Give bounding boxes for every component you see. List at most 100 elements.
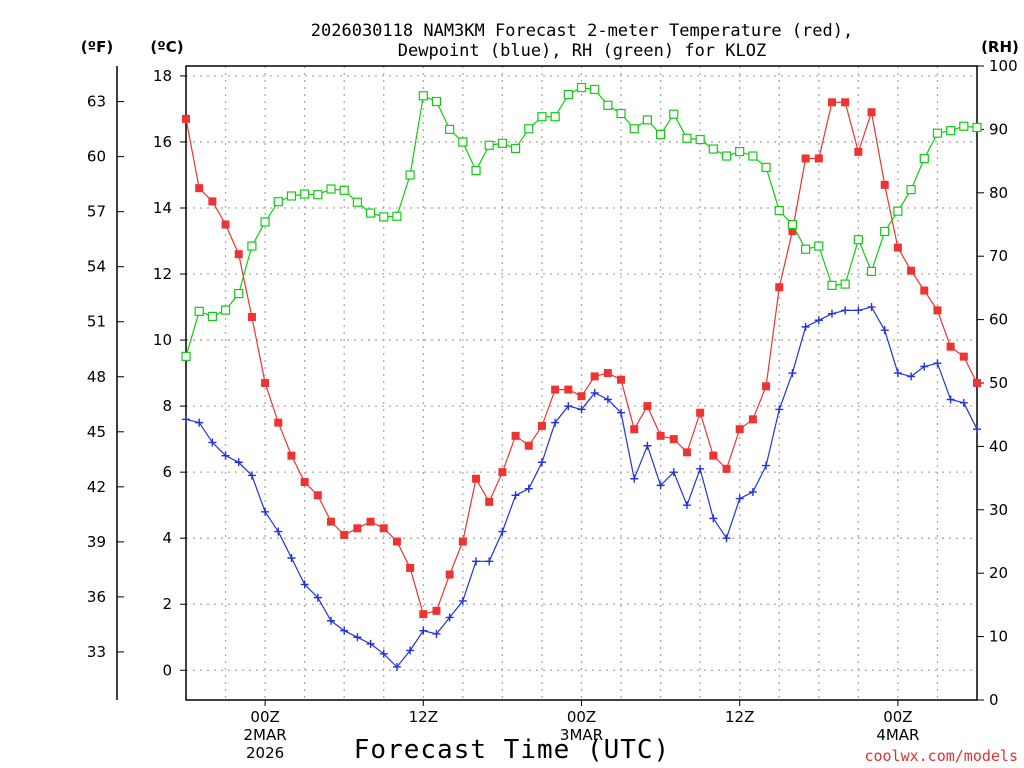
rh-point — [326, 184, 336, 194]
dewpoint-point — [722, 534, 731, 543]
dewpoint-point — [709, 514, 718, 523]
series-dewpoint — [182, 303, 981, 671]
dewpoint-point — [907, 372, 916, 381]
rh-point — [392, 211, 402, 221]
rh-point — [787, 219, 798, 230]
dewpoint-point — [814, 316, 823, 325]
rh-point — [234, 289, 244, 299]
fahrenheit-tick-label: 60 — [87, 148, 106, 166]
rh-point — [880, 226, 890, 237]
rh-point — [220, 305, 231, 315]
temperature-point — [195, 184, 204, 193]
dewpoint-point — [458, 596, 467, 605]
dewpoint-point — [379, 649, 388, 658]
temperature-point — [656, 431, 665, 440]
dewpoint-point — [287, 554, 296, 563]
rh-point — [524, 124, 534, 134]
rh-point — [616, 108, 626, 119]
rh-point — [590, 84, 600, 95]
rh-point — [655, 129, 666, 140]
dewpoint-point — [841, 306, 850, 315]
temperature-point — [880, 180, 889, 189]
temperature-point — [419, 610, 428, 619]
rh-point — [405, 170, 415, 180]
celsius-tick-label: 14 — [153, 199, 172, 217]
dewpoint-point — [485, 557, 494, 566]
fahrenheit-tick-label: 63 — [87, 93, 106, 111]
celsius-tick-label: 6 — [162, 463, 172, 481]
dewpoint-point — [221, 451, 230, 460]
dewpoint-point — [748, 487, 757, 496]
rh-point — [484, 140, 494, 150]
temperature-point — [274, 418, 283, 427]
rh-point — [972, 122, 982, 133]
temperature-point — [722, 464, 731, 473]
rh-point — [959, 121, 969, 131]
celsius-tick-label: 10 — [153, 331, 172, 349]
temperature-point — [959, 352, 968, 361]
dewpoint-point — [946, 395, 955, 404]
temperature-point — [788, 227, 797, 236]
dewpoint-point — [696, 464, 705, 473]
dewpoint-point — [182, 415, 190, 424]
dewpoint-point — [524, 484, 533, 493]
temperature-point — [682, 448, 691, 457]
temperature-point — [735, 425, 744, 434]
dewpoint-point — [973, 425, 981, 434]
chart-title-line2: Dewpoint (blue), RH (green) for KLOZ — [398, 41, 766, 61]
dewpoint-point — [247, 471, 256, 480]
dewpoint-point — [392, 662, 401, 671]
rh-point — [273, 197, 283, 207]
fahrenheit-tick-label: 57 — [87, 203, 106, 221]
temperature-point — [775, 283, 784, 292]
temperature-point — [973, 379, 981, 387]
dewpoint-point — [208, 438, 217, 447]
rh-point — [339, 185, 349, 195]
x-tick-label: 00Z — [250, 708, 279, 726]
temperature-point — [485, 497, 494, 506]
rh-point — [827, 280, 837, 290]
rh-point — [181, 351, 191, 361]
rh-point — [313, 190, 323, 200]
rh-point — [550, 112, 560, 122]
dewpoint-point — [590, 388, 599, 397]
fahrenheit-tick-label: 33 — [87, 643, 106, 661]
temperature-point — [801, 154, 810, 163]
temperature-point — [300, 478, 309, 487]
temperature-point — [327, 517, 336, 526]
temperature-point — [366, 517, 375, 526]
temperature-point — [933, 306, 942, 315]
dewpoint-point — [327, 616, 336, 625]
rh-point — [642, 115, 653, 125]
dewpoint-point — [775, 405, 784, 414]
rh-point — [919, 153, 929, 164]
temperature-point — [893, 243, 902, 252]
dewpoint-point — [735, 494, 744, 503]
celsius-tick-label: 12 — [153, 265, 172, 283]
x-tick-date-label: 3MAR — [560, 726, 603, 744]
rh-point — [682, 133, 692, 143]
temperature-point — [762, 382, 771, 391]
rh-point — [893, 206, 903, 216]
dewpoint-point — [827, 309, 836, 318]
dewpoint-point — [551, 418, 560, 427]
dewpoint-point — [788, 369, 797, 378]
rh-tick-label: 70 — [989, 247, 1008, 265]
rh-point — [260, 217, 270, 227]
dewpoint-point — [274, 527, 283, 536]
rh-unit-label: (RH) — [981, 38, 1019, 56]
dewpoint-point — [537, 458, 546, 467]
x-tick-label: 00Z — [883, 708, 912, 726]
temperature-point — [182, 114, 190, 123]
celsius-tick-label: 4 — [162, 529, 172, 547]
rh-point — [853, 235, 863, 245]
rh-point — [603, 100, 613, 110]
dewpoint-point — [261, 507, 270, 516]
dewpoint-point — [920, 362, 929, 371]
dewpoint-point — [933, 359, 942, 368]
temperature-point — [247, 312, 256, 321]
fahrenheit-unit-label: (ºF) — [81, 38, 113, 56]
rh-point — [247, 241, 257, 251]
